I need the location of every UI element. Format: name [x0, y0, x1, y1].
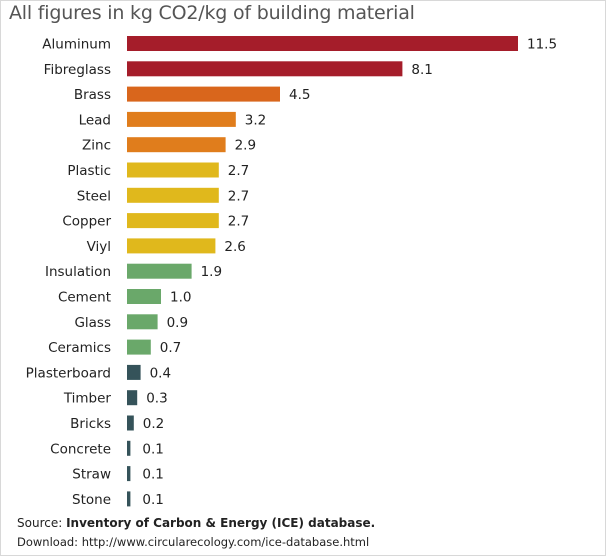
bar — [127, 162, 219, 178]
category-label: Fibreglass — [44, 62, 111, 78]
download-link[interactable]: Download: http://www.circularecology.com… — [17, 535, 370, 549]
value-label: 11.5 — [527, 37, 557, 53]
bar — [127, 339, 151, 355]
value-label: 2.9 — [235, 138, 256, 154]
category-label: Stone — [72, 492, 111, 508]
category-label: Ceramics — [48, 340, 111, 356]
value-label: 1.0 — [170, 290, 191, 306]
value-label: 0.9 — [167, 315, 188, 331]
bar — [127, 213, 219, 229]
bar — [127, 111, 236, 127]
category-label: Bricks — [70, 416, 111, 432]
category-label: Aluminum — [42, 37, 111, 53]
category-label: Plastic — [67, 163, 111, 179]
bar — [127, 314, 158, 330]
bar — [127, 61, 403, 77]
category-label: Straw — [72, 467, 111, 483]
value-label: 8.1 — [411, 62, 432, 78]
value-label: 0.2 — [143, 416, 164, 432]
category-label: Zinc — [82, 138, 111, 154]
bar — [127, 238, 216, 254]
value-label: 0.7 — [160, 340, 181, 356]
value-label: 2.7 — [228, 214, 249, 230]
source-note: Source: Inventory of Carbon & Energy (IC… — [17, 516, 375, 530]
chart-title: All figures in kg CO2/kg of building mat… — [9, 2, 415, 24]
bar — [127, 289, 161, 304]
value-label: 0.1 — [142, 441, 163, 457]
category-label: Plasterboard — [26, 365, 111, 381]
value-label: 4.5 — [289, 87, 310, 103]
value-label: 0.1 — [142, 492, 163, 508]
category-label: Concrete — [50, 441, 111, 457]
bar — [127, 390, 138, 406]
value-label: 0.3 — [146, 391, 167, 407]
value-label: 2.7 — [228, 188, 249, 204]
category-label: Glass — [74, 315, 111, 331]
value-label: 1.9 — [201, 264, 222, 280]
bar — [127, 491, 131, 507]
value-label: 0.4 — [150, 365, 171, 381]
category-label: Insulation — [45, 264, 111, 280]
source-text: Inventory of Carbon & Energy (ICE) datab… — [66, 516, 376, 530]
bar — [127, 364, 141, 380]
bar — [127, 415, 134, 431]
bar — [127, 440, 131, 456]
bar — [127, 263, 192, 279]
source-prefix: Source: — [17, 516, 67, 530]
bar — [127, 466, 131, 482]
category-label: Cement — [58, 290, 111, 306]
value-label: 2.7 — [228, 163, 249, 179]
bar-chart: Aluminum 11.5 Fibreglass 8.1 Brass 4.5 Lead 3.2… — [26, 36, 557, 508]
bar — [127, 137, 226, 153]
bar — [127, 187, 219, 203]
value-label: 0.1 — [142, 467, 163, 483]
value-label: 3.2 — [245, 112, 266, 128]
bar — [127, 36, 518, 51]
category-label: Steel — [77, 188, 111, 204]
category-label: Viyl — [87, 239, 111, 255]
category-label: Copper — [62, 214, 111, 230]
category-label: Brass — [74, 87, 111, 103]
value-label: 2.6 — [224, 239, 245, 255]
category-label: Lead — [79, 112, 111, 128]
bar — [127, 86, 280, 102]
category-label: Timber — [63, 391, 112, 407]
